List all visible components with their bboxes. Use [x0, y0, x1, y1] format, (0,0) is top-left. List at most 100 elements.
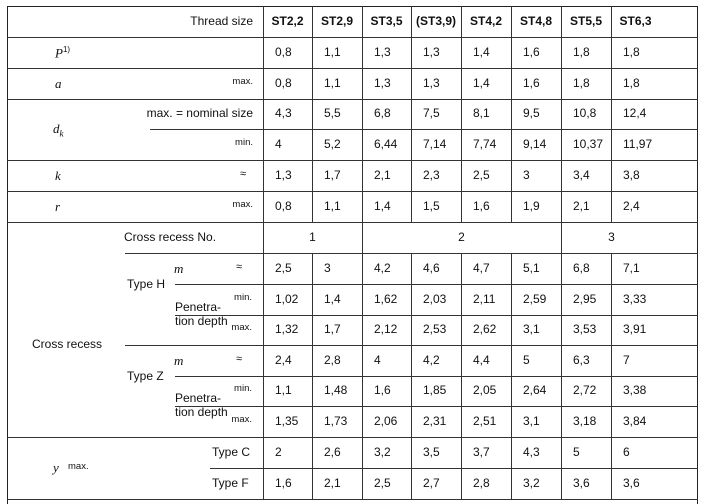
type-z-label: Type Z — [127, 369, 164, 383]
pitch-cell: 1,4 — [473, 44, 490, 59]
type-h-max-cell: 3,1 — [523, 322, 540, 336]
footnote-marker: 1) — [62, 44, 71, 54]
pitch-cell: 1,6 — [523, 44, 540, 59]
column-divider — [411, 6, 412, 222]
type-z-m-cell: 5 — [523, 352, 530, 367]
row-divider — [7, 99, 698, 100]
a-cell: 1,6 — [523, 75, 540, 90]
type-h-max-cell: 2,62 — [473, 322, 497, 336]
type-h-label: Type H — [127, 277, 166, 291]
m-divider — [175, 284, 698, 285]
type-h-min-qualifier: min. — [234, 291, 252, 303]
row-divider — [7, 437, 698, 438]
dk-min-cell: 7,74 — [473, 136, 497, 151]
thread-size-header: (ST3,9) — [415, 13, 457, 28]
recess-no-cell: 3 — [608, 229, 615, 244]
type-z-min-cell: 2,64 — [523, 383, 547, 397]
y-type-c-cell: 3,7 — [473, 444, 490, 459]
type-z-max-cell: 3,18 — [573, 413, 597, 428]
type-h-min-cell: 2,11 — [473, 291, 496, 306]
type-z-min-cell: 1,48 — [324, 383, 348, 397]
dk-max-cell: 6,8 — [374, 106, 391, 120]
column-divider — [411, 253, 412, 499]
cross-recess-label: Cross recess — [32, 337, 103, 351]
dk-max-cell: 5,5 — [324, 106, 341, 120]
penetration-sub-divider — [175, 406, 698, 407]
r-cell: 2,1 — [573, 198, 590, 213]
dk-max-cell: 7,5 — [423, 106, 440, 120]
dk-symbol: dk — [53, 122, 64, 139]
k-cell: 1,7 — [324, 167, 341, 182]
dk-max-cell: 9,5 — [523, 106, 540, 120]
type-h-min-cell: 2,59 — [523, 291, 547, 306]
a-cell: 1,3 — [423, 75, 440, 90]
type-h-penetration-label: Penetra- — [175, 300, 222, 314]
dk-max-cell: 10,8 — [573, 106, 597, 120]
type-h-min-cell: 1,4 — [324, 291, 341, 306]
type-z-max-cell: 2,51 — [473, 413, 497, 428]
y-type-f-label: Type F — [212, 475, 249, 490]
pitch-cell: 1,3 — [374, 44, 391, 59]
type-h-min-cell: 2,95 — [573, 291, 597, 306]
k-cell: 2,5 — [473, 167, 490, 182]
type-z-m-cell: 4,4 — [473, 352, 490, 367]
type-z-min-cell: 2,05 — [473, 383, 497, 397]
column-divider — [611, 253, 612, 499]
type-z-max-cell: 1,73 — [324, 413, 348, 428]
thread-size-header: ST5,5 — [569, 13, 603, 28]
y-type-f-cell: 2,5 — [374, 475, 391, 490]
thread-size-header: ST3,5 — [370, 13, 403, 28]
recess-no-cell: 1 — [309, 229, 316, 244]
row-divider — [7, 191, 698, 192]
y-qualifier: max. — [68, 461, 89, 472]
thread-size-header: ST6,3 — [619, 13, 652, 28]
column-divider — [611, 6, 612, 222]
column-divider — [312, 6, 313, 222]
type-z-max-cell: 1,35 — [275, 413, 299, 428]
column-divider — [511, 6, 512, 222]
p-symbol: P1) — [55, 44, 71, 59]
y-symbol: y — [53, 460, 59, 475]
type-h-max-qualifier: max. — [231, 322, 252, 333]
type-z-max-cell: 2,06 — [374, 413, 398, 428]
pitch-cell: 1,8 — [623, 44, 640, 59]
column-divider — [511, 253, 512, 499]
k-cell: 2,1 — [374, 167, 391, 182]
row-divider — [7, 222, 698, 223]
type-h-min-cell: 1,02 — [275, 291, 299, 306]
type-h-m-cell: 2,5 — [275, 260, 292, 275]
type-h-max-cell: 3,53 — [573, 322, 597, 336]
a-cell: 1,1 — [324, 75, 341, 90]
dk-min-cell: 9,14 — [523, 136, 547, 151]
type-z-m-cell: 6,3 — [573, 352, 590, 367]
y-type-f-cell: 3,6 — [623, 475, 640, 490]
y-type-divider — [210, 468, 698, 469]
type-z-penetration-label: tion depth — [175, 405, 228, 419]
dk-max-cell: 8,1 — [473, 106, 490, 120]
column-divider — [362, 6, 363, 499]
column-divider — [461, 6, 462, 222]
r-qualifier: max. — [232, 198, 253, 210]
type-h-max-cell: 1,32 — [275, 322, 299, 336]
r-cell: 0,8 — [275, 198, 292, 213]
y-type-c-label: Type C — [212, 444, 251, 459]
row-divider — [7, 499, 698, 500]
penetration-sub-divider — [175, 315, 698, 316]
y-type-c-cell: 2 — [275, 444, 282, 459]
a-qualifier: max. — [232, 75, 253, 87]
dk-min-cell: 4 — [275, 136, 282, 151]
type-z-max-cell: 3,1 — [523, 413, 540, 428]
type-z-m-cell: 2,4 — [275, 352, 292, 367]
a-cell: 1,3 — [374, 75, 391, 90]
type-z-min-cell: 3,38 — [623, 383, 647, 397]
r-cell: 1,5 — [423, 198, 440, 213]
type-z-m-cell: 2,8 — [324, 352, 341, 367]
a-cell: 1,4 — [473, 75, 490, 90]
row-divider — [7, 160, 698, 161]
r-cell: 1,1 — [324, 198, 341, 213]
type-h-m-cell: 6,8 — [573, 260, 590, 275]
thread-size-header: ST2,9 — [320, 13, 354, 28]
type-h-min-cell: 1,62 — [374, 291, 398, 306]
type-z-min-cell: 2,72 — [573, 383, 597, 397]
type-h-m-cell: 4,6 — [423, 260, 440, 275]
